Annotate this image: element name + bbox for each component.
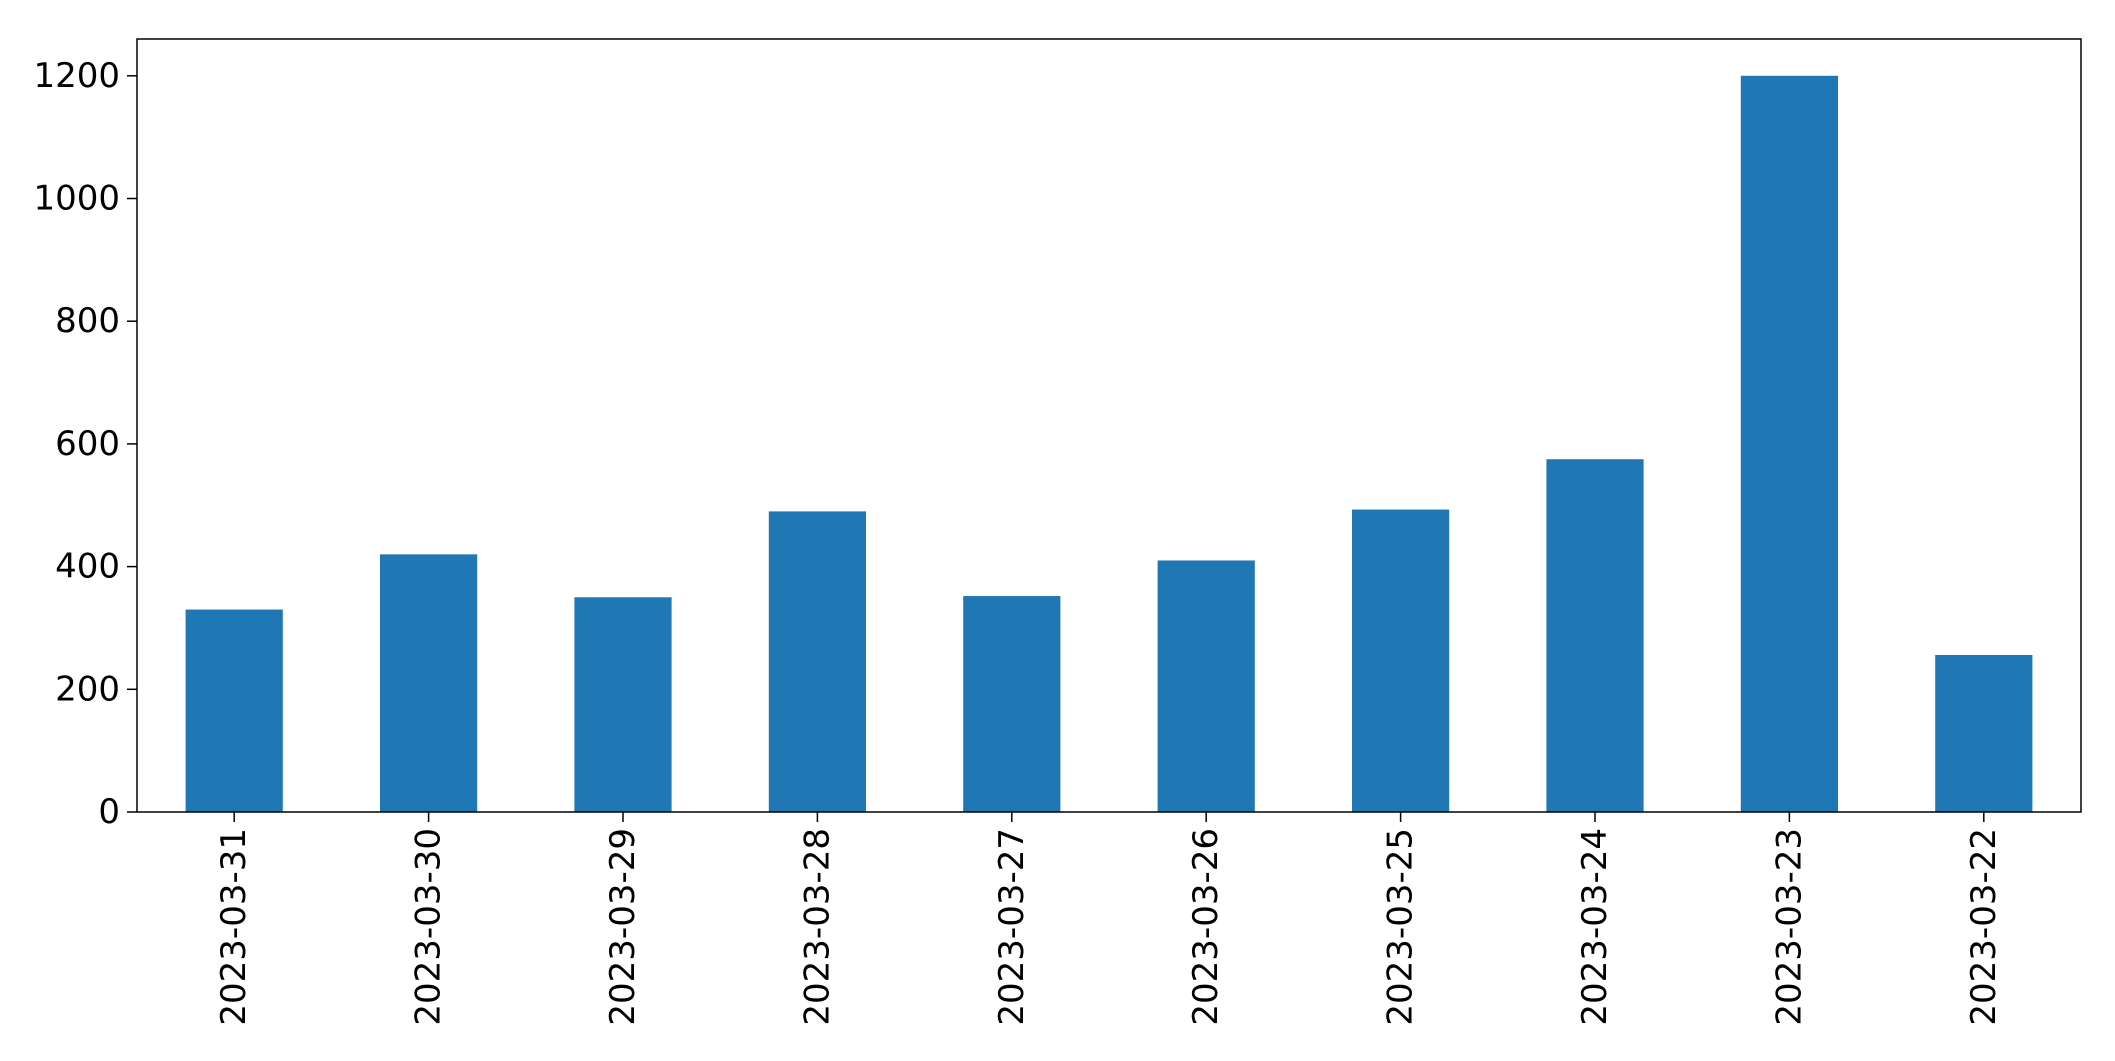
x-tick-label: 2023-03-28 xyxy=(797,828,837,1026)
y-tick-label: 400 xyxy=(55,547,120,587)
x-tick-label: 2023-03-29 xyxy=(603,828,643,1026)
x-tick-label: 2023-03-24 xyxy=(1575,828,1615,1026)
bar-2023-03-30 xyxy=(380,554,478,812)
y-tick-label: 0 xyxy=(98,792,120,832)
bar-2023-03-26 xyxy=(1157,560,1255,812)
bar-2023-03-22 xyxy=(1935,654,2033,812)
bars-group xyxy=(185,75,2033,812)
plot-frame xyxy=(136,38,2082,813)
bar-2023-03-25 xyxy=(1352,509,1450,812)
x-tick-label: 2023-03-25 xyxy=(1381,828,1421,1026)
y-axis: 0 200 400 600 800 1000 1200 xyxy=(33,56,137,832)
bar-2023-03-27 xyxy=(963,596,1061,812)
y-tick-label: 200 xyxy=(55,669,120,709)
y-tick-label: 600 xyxy=(55,424,120,464)
bar-2023-03-28 xyxy=(768,511,866,812)
x-tick-label: 2023-03-27 xyxy=(992,828,1032,1026)
y-tick-label: 800 xyxy=(55,301,120,341)
y-tick-label: 1200 xyxy=(33,56,120,96)
x-tick-label: 2023-03-31 xyxy=(214,828,254,1026)
x-axis: 2023-03-31 2023-03-30 2023-03-29 2023-03-28… xyxy=(214,812,2004,1026)
x-tick-label: 2023-03-22 xyxy=(1964,828,2004,1026)
bar-2023-03-29 xyxy=(574,597,672,812)
x-tick-label: 2023-03-23 xyxy=(1769,828,1809,1026)
bar-2023-03-24 xyxy=(1546,459,1644,812)
bar-2023-03-23 xyxy=(1740,75,1838,812)
x-tick-label: 2023-03-30 xyxy=(409,828,449,1026)
x-tick-label: 2023-03-26 xyxy=(1186,828,1226,1026)
y-tick-label: 1000 xyxy=(33,179,120,219)
bar-2023-03-31 xyxy=(185,609,283,812)
